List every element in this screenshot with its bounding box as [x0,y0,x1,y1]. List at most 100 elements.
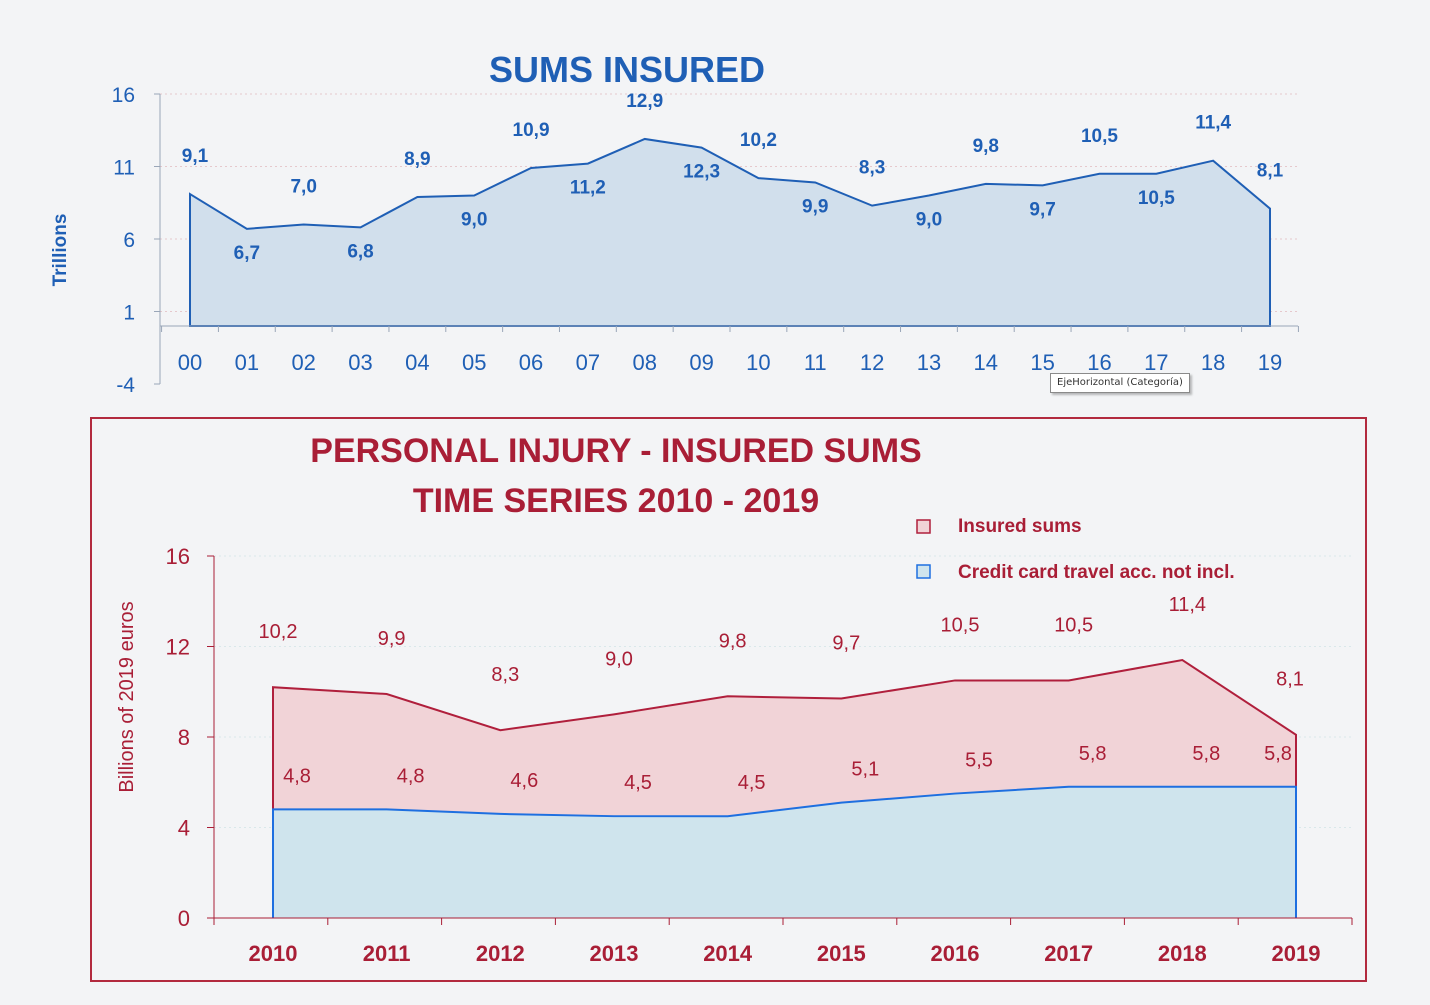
chart1-x-tick-label: 17 [1144,350,1168,375]
chart1-data-label: 8,3 [859,158,885,179]
chart2-title-line2: TIME SERIES 2010 - 2019 [413,482,819,520]
chart2-x-tick-label: 2016 [931,941,980,966]
chart2-areas [272,659,1297,918]
chart2-insured-sums-label: 11,4 [1169,594,1206,616]
chart1-y-tick-label: 16 [112,84,135,107]
chart1-x-tick-label: 08 [632,350,656,375]
chart1-x-tick-label: 10 [746,350,770,375]
chart1-x-tick-label: 16 [1087,350,1111,375]
chart1-series-line [189,137,1271,327]
chart1-data-label: 12,3 [683,162,720,183]
chart2-insured-sums-label: 10,2 [259,621,298,643]
chart1-y-tick-label: -4 [116,374,135,397]
chart2-x-tick-label: 2011 [363,941,411,966]
chart1-data-label: 10,9 [513,120,550,141]
chart2-x-tick-label: 2014 [703,941,753,966]
chart2-y-tick-label: 12 [166,635,190,660]
chart1-data-label: 9,1 [182,146,209,167]
chart2-x-tick-label: 2019 [1272,941,1321,966]
chart2-legend: Insured sums Credit card travel acc. not… [916,516,1235,583]
chart1-data-label: 10,2 [740,130,777,151]
chart1-x-tick-label: 05 [462,350,486,375]
chart2-x-tick-label: 2015 [817,941,866,966]
chart1-y-tick-label: 6 [123,229,135,252]
chart2-x-tick-label: 2010 [249,941,298,966]
chart2-credit-card-label: 5,5 [965,750,993,772]
chart1-data-label: 9,8 [973,136,999,157]
chart1-x-tick-label: 09 [689,350,713,375]
chart1-data-label: 10,5 [1081,126,1118,147]
chart2-y-axis-label: Billions of 2019 euros [116,601,138,792]
chart2-credit-card-fill [273,786,1296,918]
chart2-frame [90,417,1367,982]
chart2-credit-card-label: 4,5 [738,772,766,794]
chart1-data-label: 9,0 [461,210,487,231]
axis-tooltip: EjeHorizontal (Categoría) [1050,373,1190,393]
chart2-credit-card-label: 5,8 [1264,743,1292,765]
chart2-data-labels: 10,2 9,9 8,3 9,0 9,8 9,7 10,5 10,5 11,4 8,1 4,8 4,8… [259,594,1304,794]
chart2-axes: 16 12 8 4 0 2010 2011 2012 2013 2014 2015 2016 2017 2… [166,544,1353,966]
chart2-credit-card-label: 4,5 [624,772,652,794]
chart2-credit-card-label: 4,8 [397,765,425,787]
chart2-insured-sums-line [272,659,1297,918]
chart2-insured-sums-label: 9,7 [832,633,860,655]
chart2-x-tick-label: 2017 [1044,941,1093,966]
chart1-x-tick-label: 01 [235,350,259,375]
chart1-y-tick-label: 11 [113,157,135,180]
legend-swatch-credit-card [916,564,931,579]
chart1-data-label: 9,9 [802,196,828,217]
chart2-insured-sums-label: 9,9 [378,628,406,650]
chart1-data-label: 6,8 [347,241,373,262]
chart1-title: SUMS INSURED [489,49,765,90]
chart1-axes: 16 11 6 1 -4 00 01 02 03 04 05 06 07 08 09 10 11 12 13 14 15… [112,84,1299,397]
chart1-x-tick-label: 12 [860,350,884,375]
chart1-x-tick-label: 18 [1201,350,1225,375]
chart2-y-tick-label: 8 [178,725,190,750]
chart1-data-label: 12,9 [626,91,663,112]
chart1-area [189,137,1271,327]
chart1-area-fill [190,138,1270,326]
chart1-x-tick-label: 19 [1258,350,1282,375]
chart1-data-label: 9,0 [916,210,942,231]
chart1-x-tick-label: 06 [519,350,543,375]
chart2-insured-sums-label: 9,0 [605,648,633,670]
chart2-x-tick-label: 2018 [1158,941,1207,966]
legend-label-credit-card: Credit card travel acc. not incl. [958,562,1235,583]
chart1-y-axis-label: Trillions [50,214,71,287]
chart1-x-tick-label: 11 [804,350,827,375]
legend-swatch-insured-sums [916,519,931,534]
chart2-title-line1: PERSONAL INJURY - INSURED SUMS [310,432,921,470]
sums-insured-chart: SUMS INSURED Trillions 16 11 6 1 -4 00 01 02 03 0… [50,49,1299,397]
chart1-data-label: 11,4 [1195,113,1231,134]
chart1-data-label: 8,1 [1257,161,1284,182]
chart2-x-tick-label: 2012 [476,941,525,966]
chart2-y-tick-label: 16 [166,544,190,569]
chart2-credit-card-label: 4,8 [283,765,311,787]
chart2-credit-card-line [272,785,1297,918]
chart2-insured-sums-label: 10,5 [941,614,980,636]
chart1-x-tick-label: 07 [576,350,600,375]
chart1-x-tick-label: 02 [291,350,315,375]
chart1-x-tick-label: 04 [405,350,429,375]
chart2-insured-sums-label: 8,3 [491,664,519,686]
chart1-x-tick-label: 14 [974,350,998,375]
chart2-credit-card-label: 5,8 [1192,743,1220,765]
chart1-x-tick-label: 15 [1030,350,1054,375]
chart1-data-label: 6,7 [234,243,260,264]
chart1-data-label: 9,7 [1029,199,1055,220]
legend-label-insured-sums: Insured sums [958,516,1082,537]
chart2-credit-card-label: 5,8 [1079,743,1107,765]
chart1-data-label: 7,0 [290,177,316,198]
chart2-y-tick-label: 0 [178,906,190,931]
chart2-insured-sums-label: 9,8 [719,630,747,652]
chart1-y-tick-label: 1 [123,302,135,325]
chart1-data-label: 8,9 [404,149,430,170]
chart2-credit-card-label: 5,1 [851,759,879,781]
chart2-insured-sums-label: 8,1 [1276,669,1304,691]
chart2-credit-card-label: 4,6 [510,770,538,792]
chart1-data-labels: 9,1 6,7 7,0 6,8 8,9 9,0 10,9 11,2 12,9 12,3 10,2 9,… [182,91,1284,264]
chart2-insured-sums-label: 10,5 [1054,614,1093,636]
chart2-x-tick-label: 2013 [590,941,639,966]
chart1-x-tick-label: 03 [348,350,372,375]
